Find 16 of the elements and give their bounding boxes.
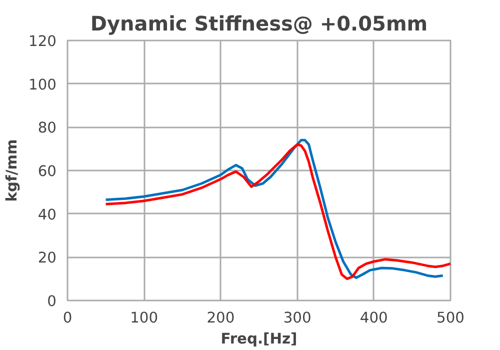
chart-title: Dynamic Stiffness@ +0.05mm <box>90 12 428 36</box>
y-tick-label: 60 <box>38 163 57 180</box>
x-tick-label: 400 <box>360 310 388 326</box>
y-axis-title: kgf/mm <box>4 139 21 202</box>
y-tick-label: 0 <box>47 293 57 310</box>
x-tick-label: 0 <box>62 310 72 326</box>
x-axis-title: Freq.[Hz] <box>220 330 298 348</box>
y-tick-label: 120 <box>28 33 57 50</box>
y-tick-label: 40 <box>38 206 57 224</box>
y-tick-label: 100 <box>28 76 57 94</box>
y-tick-label: 80 <box>38 120 57 137</box>
x-tick-label: 200 <box>206 310 235 326</box>
x-tick-label: 100 <box>130 310 158 326</box>
y-tick-label: 20 <box>38 250 57 267</box>
x-tick-label: 500 <box>436 310 464 326</box>
x-tick-label: 300 <box>283 310 312 326</box>
